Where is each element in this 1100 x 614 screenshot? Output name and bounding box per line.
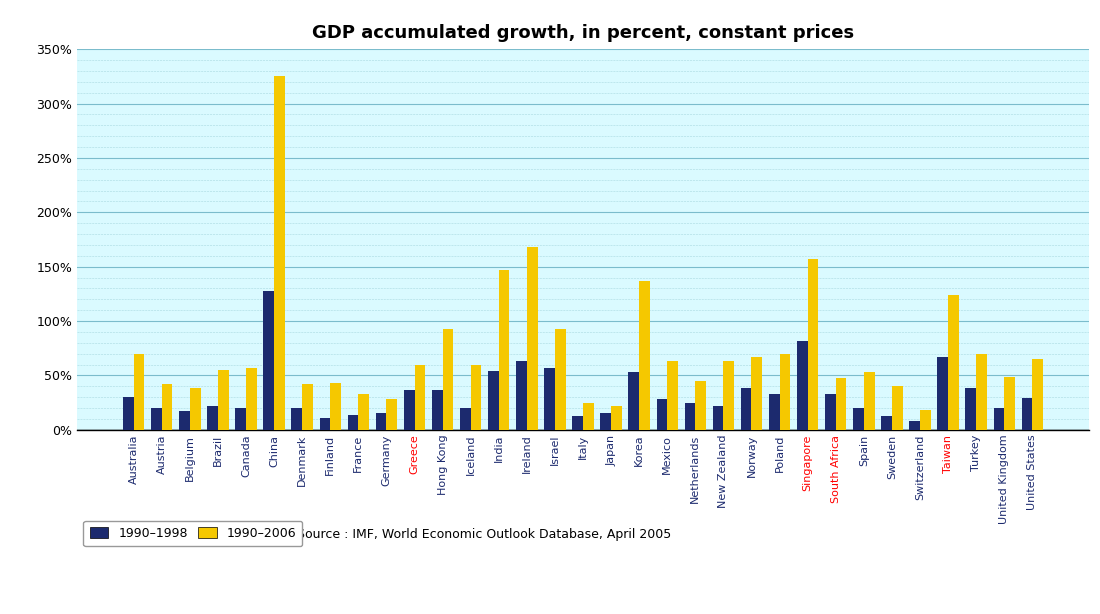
Bar	[320, 418, 330, 430]
Bar	[218, 370, 229, 430]
Bar	[798, 341, 807, 430]
Bar	[302, 384, 312, 430]
Bar	[864, 372, 874, 430]
Bar	[460, 408, 471, 430]
Bar	[151, 408, 162, 430]
Bar	[740, 389, 751, 430]
Bar	[179, 411, 190, 430]
Bar	[330, 383, 341, 430]
Bar	[134, 354, 144, 430]
Bar	[292, 408, 302, 430]
Bar	[263, 290, 274, 430]
Bar	[1032, 359, 1043, 430]
Bar	[516, 361, 527, 430]
Bar	[695, 381, 706, 430]
Bar	[966, 389, 976, 430]
Bar	[274, 76, 285, 430]
Bar	[724, 361, 734, 430]
Bar	[668, 361, 678, 430]
Bar	[825, 394, 836, 430]
Bar	[751, 357, 762, 430]
Bar	[123, 397, 134, 430]
Bar	[993, 408, 1004, 430]
Bar	[415, 365, 426, 430]
Bar	[1004, 376, 1015, 430]
Bar	[207, 406, 218, 430]
Bar	[544, 368, 554, 430]
Bar	[769, 394, 780, 430]
Bar	[612, 406, 621, 430]
Bar	[892, 386, 903, 430]
Bar	[359, 394, 369, 430]
Bar	[937, 357, 948, 430]
Bar	[162, 384, 173, 430]
Bar	[488, 371, 498, 430]
Bar	[1022, 398, 1032, 430]
Bar	[628, 372, 639, 430]
Bar	[639, 281, 650, 430]
Bar	[246, 368, 256, 430]
Bar	[836, 378, 846, 430]
Bar	[348, 414, 359, 430]
Bar	[554, 328, 565, 430]
Bar	[713, 406, 724, 430]
Bar	[601, 413, 612, 430]
Bar	[404, 389, 415, 430]
Bar	[498, 270, 509, 430]
Bar	[386, 399, 397, 430]
Bar	[684, 403, 695, 430]
Bar	[976, 354, 987, 430]
Bar	[527, 247, 538, 430]
Bar	[376, 413, 386, 430]
Bar	[190, 389, 200, 430]
Title: GDP accumulated growth, in percent, constant prices: GDP accumulated growth, in percent, cons…	[312, 24, 854, 42]
Bar	[920, 410, 931, 430]
Bar	[854, 408, 864, 430]
Bar	[235, 408, 246, 430]
Bar	[807, 259, 818, 430]
Bar	[432, 389, 442, 430]
Bar	[572, 416, 583, 430]
Bar	[471, 365, 482, 430]
Legend: 1990–1998, 1990–2006: 1990–1998, 1990–2006	[84, 521, 302, 546]
Bar	[583, 403, 594, 430]
Text: Source : IMF, World Economic Outlook Database, April 2005: Source : IMF, World Economic Outlook Dat…	[297, 527, 671, 541]
Bar	[910, 421, 920, 430]
Bar	[657, 399, 668, 430]
Bar	[948, 295, 959, 430]
Bar	[780, 354, 790, 430]
Bar	[881, 416, 892, 430]
Bar	[442, 328, 453, 430]
